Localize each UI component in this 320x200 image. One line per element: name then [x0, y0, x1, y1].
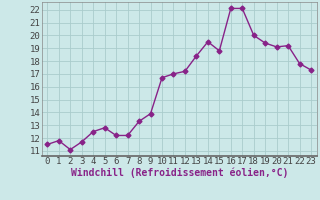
X-axis label: Windchill (Refroidissement éolien,°C): Windchill (Refroidissement éolien,°C): [70, 168, 288, 178]
